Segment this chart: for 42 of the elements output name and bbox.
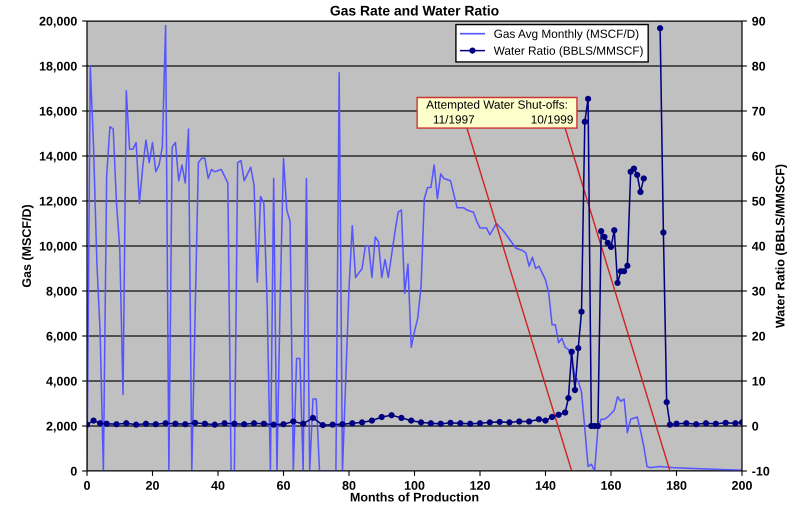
chart-title: Gas Rate and Water Ratio [330, 5, 499, 16]
y2-tick-label: -10 [752, 466, 770, 476]
x-tick-label: 180 [666, 481, 686, 490]
y2-tick-label: 10 [752, 376, 766, 386]
y-tick-label: 10,000 [40, 242, 77, 252]
x-tick-label: 100 [404, 481, 424, 490]
legend-label: Water Ratio (BBLS/MMSCF) [494, 46, 643, 58]
y2-axis-title: Water Ratio (BBLS/MMSCF) [775, 164, 787, 328]
annotation: 11/1997 [434, 114, 474, 124]
x-tick-label: 160 [601, 481, 621, 490]
y2-tick-label: 50 [752, 196, 766, 206]
y-tick-label: 12,000 [40, 196, 77, 208]
x-tick-label: 80 [342, 481, 356, 490]
x-tick-label: 60 [277, 481, 290, 490]
x-tick-label: 200 [732, 481, 752, 490]
y-tick-label: 4,000 [46, 376, 77, 388]
x-tick-label: 20 [146, 481, 159, 490]
y2-tick-label: 70 [752, 106, 766, 116]
y-axis-title: Gas (MSCF/D) [22, 204, 34, 288]
y2-tick-label: 20 [752, 332, 766, 341]
x-axis-title: Months of Production [350, 492, 478, 502]
legend-label: Gas Avg Monthly (MSCF/D) [494, 29, 638, 40]
y2-tick-label: 90 [752, 16, 766, 26]
x-tick-label: 40 [211, 481, 224, 490]
x-tick-label: 0 [84, 481, 90, 490]
y2-tick-label: 80 [752, 62, 766, 71]
y2-tick-label: 0 [752, 422, 758, 431]
y2-tick-label: 60 [752, 152, 766, 161]
y-tick-label: 20,000 [39, 16, 77, 28]
y-tick-label: 0 [70, 466, 77, 476]
annotation: 10/1999 [532, 114, 573, 124]
y-tick-label: 8,000 [46, 286, 77, 298]
y-tick-label: 2,000 [46, 422, 77, 432]
y2-tick-label: 30 [752, 286, 766, 296]
x-tick-label: 120 [470, 481, 490, 490]
y2-tick-label: 40 [752, 242, 766, 251]
y-tick-label: 16,000 [40, 106, 77, 118]
y-tick-label: 6,000 [46, 332, 77, 342]
annotation: Attempted Water Shut-offs: [426, 100, 567, 112]
x-tick-label: 140 [536, 481, 556, 490]
y-tick-label: 14,000 [40, 152, 77, 162]
y-tick-label: 18,000 [40, 62, 77, 72]
